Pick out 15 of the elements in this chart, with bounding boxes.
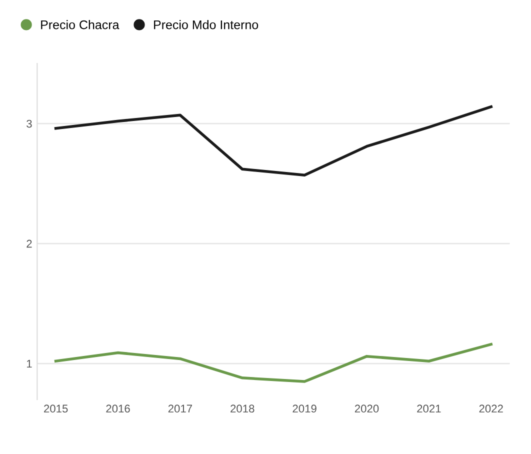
x-tick-label: 2019: [292, 404, 316, 413]
x-tick-label: 2016: [106, 404, 130, 413]
legend-label: Precio Mdo Interno: [154, 20, 258, 30]
x-tick-label: 2017: [168, 404, 192, 413]
x-tick-label: 2015: [44, 404, 68, 413]
line-series: [54, 105, 492, 177]
legend-label: Precio Chacra: [41, 20, 120, 30]
y-tick-label: 3: [26, 120, 32, 128]
x-tick-label: 2020: [354, 404, 379, 413]
x-tick-label: 2022: [479, 404, 503, 413]
line-series: [54, 342, 492, 383]
x-tick-label: 2021: [417, 404, 441, 413]
y-tick-label: 1: [26, 360, 32, 368]
y-tick-label: 2: [26, 240, 32, 248]
x-tick-label: 2018: [230, 404, 254, 413]
